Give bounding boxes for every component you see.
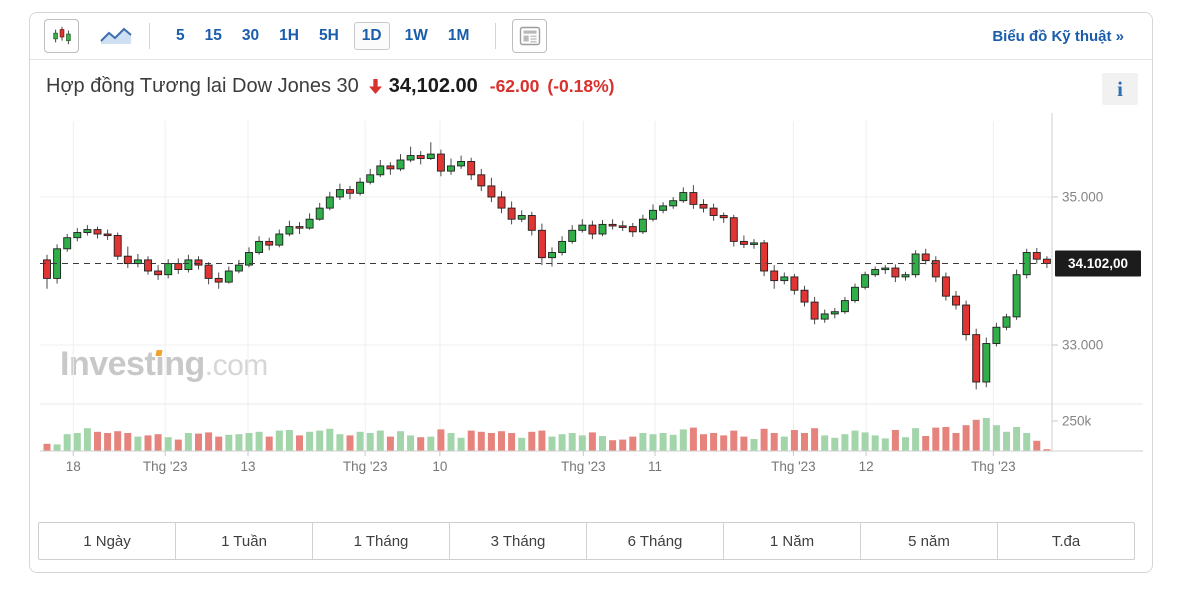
y-axis-label: 35.000 [1062, 190, 1103, 205]
interval-1m[interactable]: 1M [446, 23, 472, 49]
range-button-t-đa[interactable]: T.đa [998, 523, 1134, 559]
interval-1w[interactable]: 1W [403, 23, 430, 49]
chart-widget-card: 5 15 30 1H 5H 1D 1W 1M Biểu đồ Kỹ thuật » Hợp đ… [29, 12, 1153, 573]
price-change: -62.00 [489, 76, 540, 96]
instrument-title[interactable]: Hợp đồng Tương lai Dow Jones 30 [46, 75, 359, 97]
candlestick-chart-type-button[interactable] [44, 19, 79, 53]
instrument-header: Hợp đồng Tương lai Dow Jones 30 34,102.0… [46, 75, 622, 98]
toolbar-divider [495, 23, 497, 49]
area-chart-icon [100, 27, 132, 44]
last-price: 34,102.00 [388, 75, 478, 97]
interval-5[interactable]: 5 [174, 23, 187, 49]
technical-chart-link[interactable]: Biểu đồ Kỹ thuật » [992, 27, 1124, 45]
interval-30[interactable]: 30 [240, 23, 261, 49]
info-button[interactable]: i [1102, 73, 1138, 105]
x-axis-label: Thg '23 [143, 459, 188, 474]
x-axis-label: Thg '23 [971, 459, 1016, 474]
x-axis-label: 12 [859, 459, 874, 474]
toolbar-divider [149, 23, 150, 49]
y-axis-label: 33.000 [1062, 338, 1103, 353]
x-axis-label: 13 [240, 459, 255, 474]
candlestick-icon [52, 26, 71, 45]
x-axis-label: 18 [66, 459, 81, 474]
price-tag-label: 34.102,00 [1068, 256, 1128, 271]
interval-1h[interactable]: 1H [277, 23, 301, 49]
interval-5h[interactable]: 5H [317, 23, 341, 49]
x-axis-label: Thg '23 [561, 459, 606, 474]
range-button-1-ngay[interactable]: 1 Ngày [39, 523, 176, 559]
x-axis-label: Thg '23 [771, 459, 816, 474]
chart-toolbar: 5 15 30 1H 5H 1D 1W 1M Biểu đồ Kỹ thuật » [30, 13, 1152, 60]
candles-layer [43, 142, 1051, 390]
range-selector: 1 Ngày 1 Tuần 1 Tháng 3 Tháng 6 Tháng 1 Năm 5 … [38, 522, 1135, 560]
x-axis-label: 10 [432, 459, 447, 474]
price-tag [1055, 250, 1141, 277]
area-chart-type-button[interactable] [99, 26, 133, 46]
volume-axis-label: 250k [1062, 414, 1092, 429]
range-button-3-thang[interactable]: 3 Tháng [450, 523, 587, 559]
axes-layer: 18 Thg '23 13 Thg '23 10 Thg '23 11 Thg '23 12 Th… [40, 113, 1143, 474]
interval-1d[interactable]: 1D [353, 22, 390, 50]
news-layout-icon [519, 26, 541, 46]
grid-layer [40, 121, 1052, 451]
volume-layer [43, 418, 1051, 451]
range-button-1-nam[interactable]: 1 Năm [724, 523, 861, 559]
range-button-1-thang[interactable]: 1 Tháng [313, 523, 450, 559]
price-line-layer: 34.102,00 [40, 250, 1141, 277]
range-button-6-thang[interactable]: 6 Tháng [587, 523, 724, 559]
price-change-percent: (-0.18%) [547, 76, 615, 96]
x-axis-label: 11 [648, 459, 662, 474]
info-icon: i [1117, 76, 1123, 101]
range-button-5-nam[interactable]: 5 năm [861, 523, 998, 559]
news-view-button[interactable] [512, 19, 548, 53]
range-button-1-tuan[interactable]: 1 Tuần [176, 523, 313, 559]
investing-watermark: Investıng.com [60, 345, 268, 383]
price-chart[interactable]: 18 Thg '23 13 Thg '23 10 Thg '23 11 Thg '23 12 Th… [30, 13, 1154, 518]
interval-group: 5 15 30 1H 5H 1D 1W 1M [166, 22, 479, 50]
price-down-arrow-icon [368, 79, 382, 94]
interval-15[interactable]: 15 [203, 23, 224, 49]
x-axis-label: Thg '23 [343, 459, 388, 474]
